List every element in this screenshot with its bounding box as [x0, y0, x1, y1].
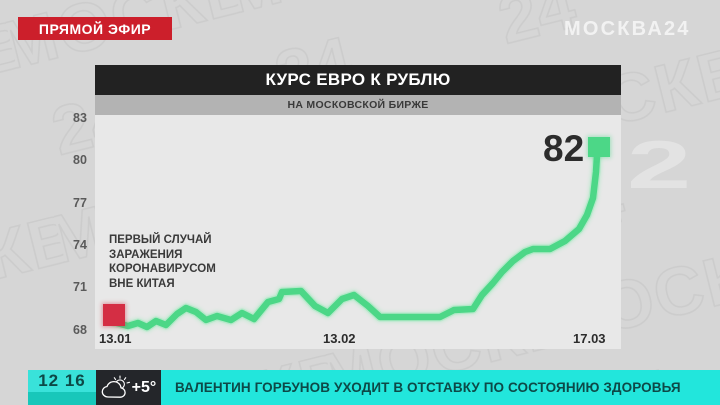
svg-text:2: 2	[627, 127, 691, 203]
